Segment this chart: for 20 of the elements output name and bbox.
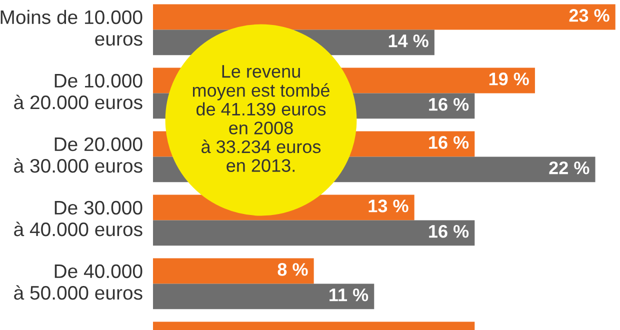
data-label: 16 % xyxy=(429,136,469,149)
data-label: 8 % xyxy=(278,263,308,276)
bar xyxy=(153,284,374,310)
data-label: 14 % xyxy=(388,34,428,48)
data-label: 16 % xyxy=(429,98,469,111)
y-tick-label: De 30.000 à 40.000 euros xyxy=(14,200,142,236)
data-label: 16 % xyxy=(429,224,469,238)
data-label: 13 % xyxy=(368,200,408,212)
data-label: 23 % xyxy=(569,9,610,22)
annotation: Le revenu moyen est tombé de 41.139 euros en 2008 à 33.234 euros en 2013. xyxy=(192,65,330,172)
y-tick-label: De 10.000 à 20.000 euros xyxy=(14,74,142,110)
bar xyxy=(153,258,314,284)
y-tick-label: De 40.000 à 50.000 euros xyxy=(14,264,142,300)
bar xyxy=(153,220,475,246)
data-label: 22 % xyxy=(549,161,590,174)
y-tick-label: De 20.000 à 30.000 euros xyxy=(14,137,142,173)
data-label: 11 % xyxy=(330,288,368,302)
bar xyxy=(153,4,616,30)
y-tick-label: Moins de 10.000 euros xyxy=(0,10,142,46)
data-label: 19 % xyxy=(489,72,529,86)
